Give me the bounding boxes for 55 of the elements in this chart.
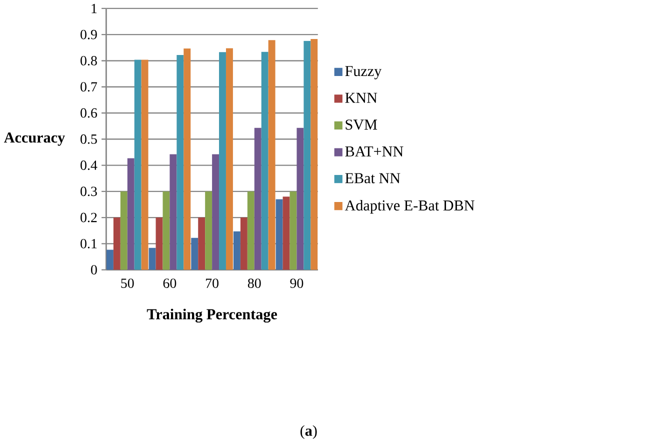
legend-label: BAT+NN: [345, 146, 404, 156]
bar: [170, 154, 177, 270]
bar: [276, 199, 283, 270]
bar: [141, 60, 148, 270]
y-tick-label: 0.4: [80, 160, 98, 170]
bar: [304, 40, 311, 270]
bar: [113, 217, 120, 270]
bar: [120, 191, 128, 270]
legend-label: Adaptive E-Bat DBN: [344, 200, 474, 214]
y-tick-label: 0.3: [80, 186, 97, 196]
bar: [233, 231, 240, 270]
bar: [261, 52, 268, 270]
legend-label: SVM: [346, 119, 378, 130]
y-tick-label: 0.2: [80, 212, 97, 222]
bar: [191, 238, 198, 270]
bar: [184, 48, 191, 270]
y-axis-title: Accuracy: [4, 132, 65, 146]
y-tick-label: 0.9: [80, 30, 97, 40]
legend-label: KNN: [345, 92, 378, 103]
y-tick-label: 1: [92, 4, 97, 13]
x-axis-title: Training Percentage: [146, 308, 278, 322]
bar: [198, 217, 206, 270]
y-tick-label: 0.8: [80, 56, 97, 66]
x-tick-label: 90: [290, 278, 304, 288]
x-tick-label: 70: [206, 278, 218, 288]
text: (a): [300, 425, 317, 439]
bar: [240, 217, 248, 270]
bar: [282, 196, 290, 270]
bar: [254, 128, 262, 270]
bar: [205, 191, 212, 270]
x-tick-label: 80: [248, 278, 261, 288]
bar: [296, 128, 304, 270]
x-tick-label: 50: [121, 278, 134, 288]
y-tick-label: 0.6: [80, 108, 98, 118]
x-tick-label: 60: [163, 278, 176, 288]
bar: [310, 38, 318, 270]
bar: [134, 60, 142, 270]
y-tick-label: 0.1: [80, 238, 97, 248]
bar: [106, 250, 114, 270]
bar: [127, 158, 134, 270]
y-tick-label: 0.5: [80, 134, 97, 144]
bar: [247, 191, 254, 270]
y-tick-label: 0.7: [80, 82, 98, 92]
bar: [176, 54, 184, 270]
bar: [148, 248, 156, 270]
bar: [212, 154, 220, 270]
y-tick-label: 0: [91, 264, 97, 274]
bar: [162, 191, 170, 270]
bar: [290, 191, 297, 270]
bar: [226, 48, 233, 270]
legend-label: EBat NN: [345, 173, 400, 184]
bar: [268, 40, 276, 270]
legend-label: Fuzzy: [345, 66, 382, 80]
bar: [219, 52, 226, 270]
bar: [156, 217, 163, 270]
